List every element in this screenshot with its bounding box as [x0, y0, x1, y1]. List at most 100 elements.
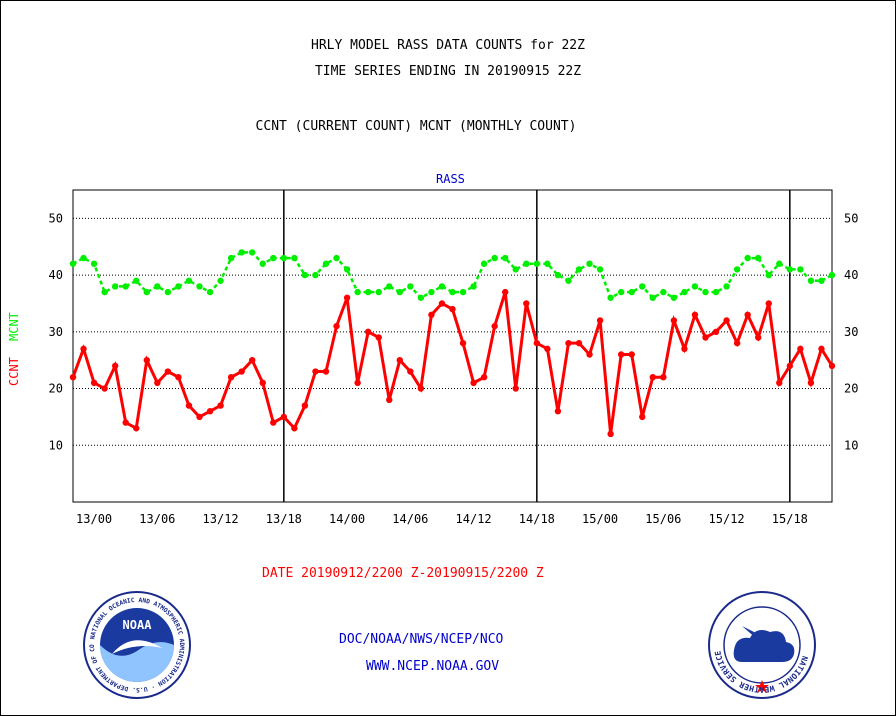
point-ccnt-60	[702, 334, 709, 341]
point-mcnt-33	[417, 294, 425, 301]
point-mcnt-43	[523, 260, 530, 267]
point-ccnt-3	[101, 385, 108, 392]
point-ccnt-21	[291, 425, 298, 432]
y-tick-right-1: 20	[844, 382, 858, 396]
point-ccnt-0	[69, 374, 77, 381]
point-mcnt-0	[69, 260, 77, 267]
point-mcnt-56	[660, 288, 667, 296]
chart-subtitle: CCNT (CURRENT COUNT) MCNT (MONTHLY COUNT…	[255, 119, 577, 134]
y-tick-right-4: 50	[844, 211, 858, 225]
panel-label: RASS	[436, 172, 465, 186]
point-ccnt-40	[491, 322, 498, 330]
point-mcnt-5	[122, 283, 129, 290]
point-ccnt-66	[765, 300, 772, 307]
point-ccnt-14	[217, 402, 224, 409]
point-ccnt-30	[386, 396, 393, 404]
point-mcnt-55	[649, 294, 656, 301]
point-ccnt-59	[691, 311, 699, 318]
point-ccnt-38	[470, 379, 477, 387]
point-mcnt-53	[628, 288, 635, 296]
point-mcnt-44	[533, 260, 541, 267]
point-ccnt-8	[154, 379, 161, 387]
point-mcnt-34	[428, 288, 435, 296]
point-mcnt-9	[164, 288, 172, 296]
point-ccnt-24	[322, 368, 330, 375]
point-ccnt-26	[343, 294, 351, 301]
footer-org-line: DOC/NOAA/NWS/NCEP/NCO	[339, 632, 504, 647]
point-mcnt-16	[238, 249, 245, 256]
point-mcnt-23	[312, 271, 319, 279]
point-mcnt-58	[681, 288, 688, 296]
point-mcnt-13	[206, 288, 214, 296]
point-mcnt-31	[396, 288, 403, 296]
point-mcnt-48	[575, 266, 583, 273]
point-ccnt-42	[512, 385, 519, 392]
point-mcnt-3	[101, 288, 108, 296]
point-ccnt-28	[364, 328, 372, 336]
y-tick-left-4: 50	[49, 211, 63, 225]
point-ccnt-49	[586, 351, 593, 358]
point-ccnt-18	[259, 379, 266, 387]
point-ccnt-17	[249, 356, 256, 364]
point-ccnt-62	[723, 317, 730, 324]
point-mcnt-57	[670, 294, 678, 301]
point-ccnt-52	[617, 351, 625, 358]
point-mcnt-17	[249, 249, 256, 256]
point-mcnt-67	[776, 260, 783, 267]
point-mcnt-72	[828, 271, 836, 279]
point-ccnt-4	[111, 362, 119, 370]
x-axis-label: DATE 20190912/2200 Z-20190915/2200 Z	[262, 566, 544, 581]
point-mcnt-50	[596, 266, 604, 273]
point-mcnt-1	[80, 254, 87, 262]
point-ccnt-5	[122, 419, 129, 426]
point-mcnt-22	[301, 271, 309, 279]
point-mcnt-51	[607, 294, 614, 301]
point-mcnt-4	[111, 283, 119, 290]
y-tick-right-0: 10	[844, 438, 858, 452]
point-mcnt-21	[291, 254, 298, 262]
point-ccnt-47	[565, 339, 572, 347]
point-mcnt-40	[491, 254, 498, 262]
nws-logo: NATIONAL WEATHER SERVICE	[708, 591, 816, 699]
point-mcnt-46	[554, 271, 562, 279]
point-ccnt-12	[196, 413, 203, 421]
point-ccnt-39	[480, 374, 488, 381]
point-ccnt-1	[80, 345, 87, 353]
point-ccnt-34	[428, 311, 435, 318]
plot-frame	[72, 189, 833, 503]
x-tick-4: 14/00	[329, 512, 365, 526]
point-mcnt-59	[691, 283, 699, 290]
point-ccnt-41	[502, 288, 509, 296]
y-tick-left-1: 20	[49, 382, 63, 396]
point-mcnt-8	[154, 283, 161, 290]
point-ccnt-32	[407, 368, 414, 375]
point-mcnt-63	[733, 266, 741, 273]
x-tick-3: 13/18	[266, 512, 302, 526]
point-mcnt-71	[818, 277, 825, 284]
point-mcnt-32	[407, 283, 414, 290]
y-tick-right-3: 40	[844, 268, 858, 282]
point-ccnt-54	[639, 413, 646, 421]
point-mcnt-26	[343, 266, 351, 273]
x-tick-1: 13/06	[139, 512, 175, 526]
point-ccnt-23	[312, 368, 319, 375]
point-ccnt-6	[133, 425, 140, 432]
point-mcnt-60	[702, 288, 709, 296]
footer-url-line: WWW.NCEP.NOAA.GOV	[366, 659, 500, 674]
point-mcnt-42	[512, 266, 519, 273]
point-mcnt-20	[280, 254, 288, 262]
x-tick-9: 15/06	[645, 512, 681, 526]
point-mcnt-68	[786, 266, 794, 273]
point-ccnt-27	[354, 379, 361, 387]
point-mcnt-52	[617, 288, 625, 296]
y-tick-left-3: 40	[49, 268, 63, 282]
point-ccnt-45	[544, 345, 551, 353]
point-mcnt-65	[755, 254, 762, 262]
svg-text:NOAA: NOAA	[123, 618, 153, 632]
point-mcnt-2	[90, 260, 98, 267]
point-mcnt-70	[807, 277, 815, 284]
point-mcnt-38	[470, 283, 477, 290]
noaa-logo: NOAA NATIONAL OCEANIC AND ATMOSPHERIC AD…	[82, 590, 191, 699]
y-label-ccnt: CCNT	[7, 357, 21, 386]
